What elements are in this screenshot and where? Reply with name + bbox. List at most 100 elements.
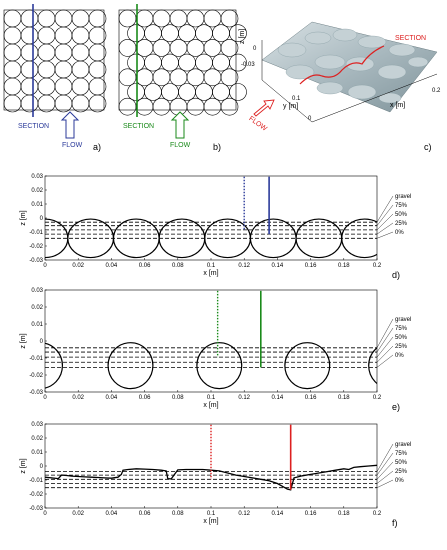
section-trace-c	[299, 45, 385, 85]
x-tick-label: 0.08	[172, 395, 184, 401]
y-tick-label: -0.02	[29, 492, 43, 498]
level-label: 50%	[395, 335, 408, 341]
x-tick-label: 0.1	[207, 263, 216, 269]
bed-profile	[45, 464, 377, 491]
y-label-c: y [m]	[283, 103, 298, 110]
grain-circle-b	[212, 24, 230, 43]
grain-circle	[196, 342, 243, 390]
grain-circle-b	[161, 24, 179, 43]
x-axis-label: x [m]	[203, 402, 218, 409]
grain-circle-b	[212, 83, 230, 101]
grain-circle-a	[3, 26, 22, 45]
level-label: 25%	[395, 221, 408, 227]
y-tick-label: -0.01	[29, 478, 43, 484]
level-leader	[376, 336, 394, 358]
y-tick-label: -0.03	[29, 258, 43, 264]
x-tick-label: 0.02	[72, 263, 84, 269]
z-label-c: z [m]	[239, 29, 246, 44]
section-label-a: SECTION	[18, 123, 49, 130]
y-tick-label: 0.03	[31, 288, 43, 294]
grain-circle-b	[220, 97, 239, 116]
level-leader	[376, 461, 394, 480]
x-tick-label: 0.06	[139, 263, 151, 269]
plot-frame	[44, 175, 378, 261]
grain-circle-a	[37, 94, 56, 113]
level-label: gravel	[395, 317, 411, 323]
flow-label-c: FLOW	[247, 115, 268, 133]
y-tick-label: 0.02	[31, 188, 43, 194]
grain-circle	[45, 342, 64, 389]
grain-circle-a	[88, 77, 107, 96]
grain-circle-b	[203, 9, 222, 28]
y-axis-label: z [m]	[20, 458, 27, 473]
x-tick-label: 0.1	[207, 395, 216, 401]
grain-circle-a	[3, 77, 22, 96]
level-label: 75%	[395, 451, 408, 457]
grain-circle-b	[169, 97, 188, 116]
chart-f: 0 0.02 0.04 0.06 0.08 0.1 0.12 0.14 0.16 0.18 0.2 0…	[20, 422, 411, 528]
panel-letter: e)	[392, 402, 400, 412]
grain-circle-b	[203, 97, 222, 116]
x-axis-label: x [m]	[203, 518, 218, 525]
x-label-c: x [m]	[390, 102, 405, 109]
x-tick-label: 0.06	[139, 511, 151, 517]
grain-circle-a	[20, 60, 39, 79]
y-tick-label: 0.03	[31, 422, 43, 428]
x-tick-label: 0.2	[373, 263, 382, 269]
x-tick-label: 0.04	[106, 263, 118, 269]
panel-letter-c: c)	[424, 142, 432, 152]
y-axis-label: z [m]	[20, 210, 27, 225]
x-tick-label: 0	[43, 395, 47, 401]
grain-circle-a	[20, 77, 39, 96]
level-leader	[376, 327, 394, 353]
x-axis-c	[311, 73, 438, 123]
grain-circle-a	[20, 9, 39, 28]
level-leader	[376, 479, 394, 488]
panel-letter-a: a)	[93, 142, 101, 152]
grain-circle-a	[54, 9, 73, 28]
x-tick-label: 0.14	[272, 511, 284, 517]
x-tick-label: 0.08	[172, 511, 184, 517]
grain-circle-b	[220, 68, 239, 87]
y-tick-label: -0.03	[29, 506, 43, 512]
level-label: 25%	[395, 469, 408, 475]
x-tick-c: 0.2	[432, 88, 441, 94]
level-leader	[376, 443, 394, 472]
grain-circle-a	[71, 77, 90, 96]
grain-circle-a	[37, 43, 56, 62]
grain-circle-b	[118, 97, 137, 116]
x-tick-label: 0.14	[272, 395, 284, 401]
x-tick-label: 0	[43, 511, 47, 517]
grain-circle-b	[186, 9, 205, 28]
y-tick-label: 0	[40, 464, 44, 470]
level-leader	[376, 222, 394, 235]
x-axis-label: x [m]	[203, 270, 218, 277]
chart-d: 0 0.02 0.04 0.06 0.08 0.1 0.12 0.14 0.16 0.18 0.2 0…	[20, 174, 411, 280]
level-leader	[376, 345, 394, 363]
level-label: 75%	[395, 203, 408, 209]
grain-circle-b	[161, 83, 179, 101]
x-tick-label: 0.2	[373, 511, 382, 517]
flow-label-b: FLOW	[170, 142, 191, 149]
y-tick-c-1: 0	[308, 116, 312, 122]
grain-circle-a	[71, 43, 90, 62]
y-axis-label: z [m]	[20, 333, 27, 348]
level-leader	[376, 354, 394, 368]
grain-circle-b	[203, 39, 222, 57]
panel-c: SECTION 0 -0.03 z [m] x [m] 0.2 y [m] 0.…	[239, 21, 441, 152]
y-tick-label: 0.01	[31, 450, 43, 456]
flow-arrow-b	[170, 111, 190, 139]
grain-circle-a	[54, 77, 73, 96]
level-leader	[376, 470, 394, 484]
y-tick-label: 0.02	[31, 305, 43, 311]
panel-letter: f)	[392, 518, 398, 528]
grain-circle-b	[169, 9, 188, 28]
grain-circle-a	[88, 94, 107, 113]
grain-circle-a	[71, 94, 90, 113]
surface-bumps	[277, 28, 429, 104]
grain-circle-a	[88, 26, 107, 45]
grain-circle	[341, 218, 377, 259]
grain-circle-b	[144, 83, 162, 101]
grain-circle-b	[203, 68, 222, 87]
y-tick-label: 0	[40, 216, 44, 222]
